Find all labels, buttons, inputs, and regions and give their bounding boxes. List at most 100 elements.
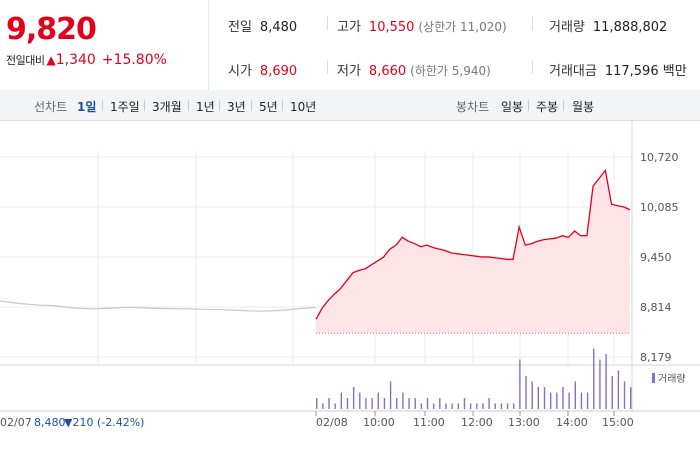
volume-bar [457,403,460,409]
candle-chart-label: 봉차트 [456,100,490,114]
volume-bar [599,359,601,409]
volume-bar [346,398,349,409]
amount-value: 117,596 백만 [604,64,687,79]
volume-value: 11,888,802 [592,20,668,35]
lower-limit: (하한가 5,940) [410,64,491,78]
period-1y[interactable]: 1년 [196,100,215,114]
divider [102,100,103,111]
x-tick-label: 15:00 [602,416,634,429]
volume-bar [488,398,490,409]
x-tick-label: 13:00 [508,416,540,429]
divider [532,60,533,74]
volume-bar [574,381,576,409]
divider [188,100,189,111]
period-10y[interactable]: 10년 [290,100,317,114]
volume-bar [396,398,398,409]
prev-date-label: 02/07 [0,416,32,429]
volume-bar [463,398,466,409]
volume-bar [451,403,453,409]
volume-bar [402,392,404,409]
volume-bar [371,398,373,409]
volume-bar [513,403,515,409]
x-tick-label: 12:00 [461,416,493,429]
line-chart-label: 선차트 [34,100,68,114]
volume-bar [556,392,558,409]
divider [251,100,252,111]
prev-close: 전일 8,480 [228,16,297,35]
trade-amount: 거래대금 117,596 백만 [549,60,687,79]
prev-change-value: ▼210 (-2.42%) [64,416,144,429]
volume-bar [359,392,361,409]
divider [282,100,283,111]
up-arrow-icon: ▲ [46,53,56,67]
candle-monthly[interactable]: 월봉 [572,100,595,114]
change-label: 전일대비 [6,54,45,67]
volume-bar [439,398,441,409]
volume-bar [593,348,595,409]
price-series-line [315,168,631,320]
candle-weekly[interactable]: 주봉 [536,100,559,114]
volume-legend-label: 거래량 [658,373,686,385]
price-box: 9,820 전일대비 ▲1,340 +15.80% [0,0,209,90]
divider [563,100,564,111]
prev-close-label: 전일 [228,20,252,35]
volume-bar [617,370,620,409]
upper-limit: (상한가 11,020) [418,20,507,34]
period-1d[interactable]: 1일 [77,100,97,114]
volume-bar [352,387,355,409]
volume-bar [506,403,509,409]
volume-bar [562,387,564,409]
divider [144,100,145,111]
volume-bar [537,387,540,409]
y-tick-label: 10,720 [640,151,679,164]
period-3m[interactable]: 3개월 [152,100,182,114]
quote-panel: 9,820 전일대비 ▲1,340 +15.80% 전일 8,480 고가 10,550… [0,0,700,91]
divider [528,100,529,111]
volume-bar [469,403,472,409]
volume-bar [543,387,546,409]
volume-bar [365,398,367,409]
volume-bar [580,392,583,409]
volume-legend-swatch [652,373,655,383]
volume-bar [377,392,379,409]
volume-bar [340,392,343,409]
price-area-fill [316,170,630,334]
candle-daily[interactable]: 일봉 [501,100,524,114]
volume-bar [531,381,533,409]
intraday-chart[interactable]: 10,720 10,085 9,450 8,814 8,179 02/08 10:00 11… [0,121,700,450]
open-value: 8,690 [259,64,298,79]
low-value: 8,660 [368,64,407,79]
volume-bar [611,376,613,409]
volume-bar [408,398,410,409]
volume-bar [420,403,423,409]
high-value: 10,550 [368,20,415,35]
period-3y[interactable]: 3년 [227,100,246,114]
volume-bar [445,403,447,409]
open: 시가 8,690 [228,60,297,79]
volume-bar [623,381,626,409]
volume-bar [494,403,496,409]
high: 고가 10,550 (상한가 11,020) [337,16,507,35]
open-label: 시가 [228,64,252,79]
chart-toolbar: 선차트 1일 1주일 3개월 1년 3년 5년 10년 봉차트 일봉 주봉 월봉 [0,90,700,121]
amount-label: 거래대금 [549,64,597,79]
current-price: 9,820 [6,12,97,47]
volume-legend: 거래량 [652,373,686,385]
x-tick-label: 14:00 [556,416,588,429]
volume-bar [414,398,416,409]
period-5y[interactable]: 5년 [259,100,278,114]
volume-bar [525,376,527,409]
volume-bar [334,403,336,409]
volume-bar [389,381,392,409]
volume-bar [322,403,324,409]
low-label: 저가 [337,64,361,79]
high-label: 고가 [337,20,361,35]
change-value: 1,340 [55,52,96,68]
volume-bars [316,348,632,409]
volume-bar [383,398,386,409]
volume-bar [476,403,478,409]
volume: 거래량 11,888,802 [549,16,667,35]
divider [327,60,328,74]
period-1w[interactable]: 1주일 [110,100,140,114]
